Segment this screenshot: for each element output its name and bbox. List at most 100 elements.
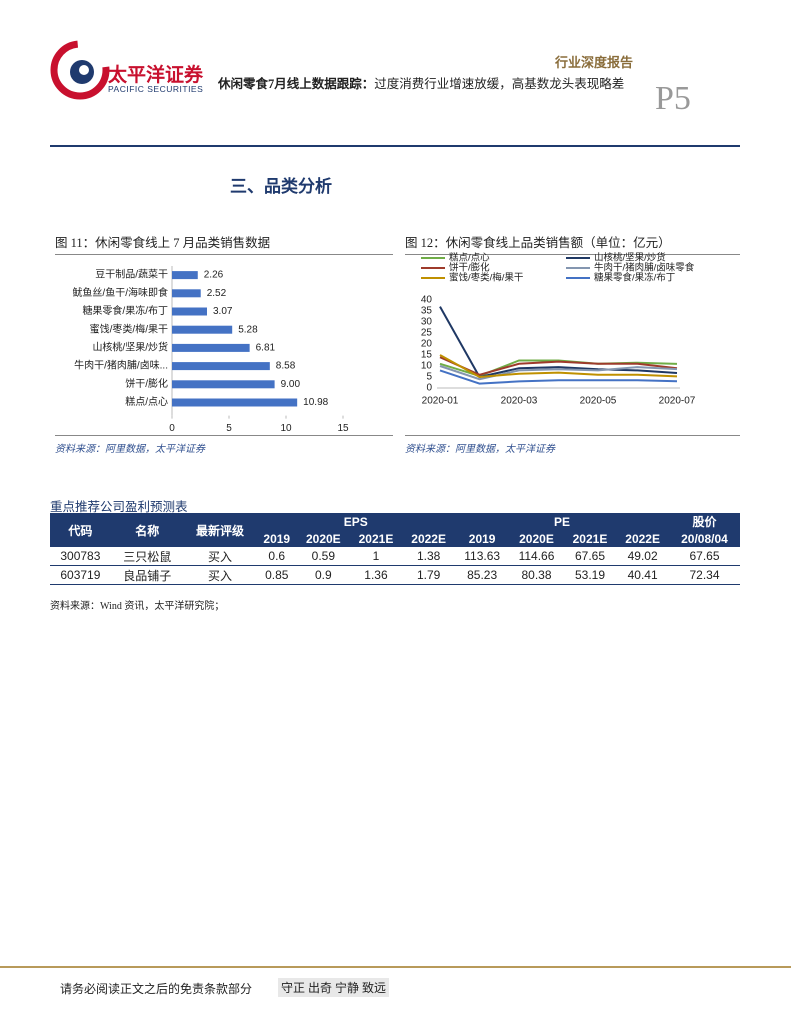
logo-cn: 太平洋证券 [108, 64, 204, 86]
report-title-bold: 休闲零食7月线上数据跟踪： [218, 77, 375, 91]
x-tick-label: 5 [226, 423, 232, 433]
header-rule [50, 145, 740, 147]
header-cell: 最新评级 [183, 513, 257, 547]
legend-label: 牛肉干/猪肉脯/卤味零食 [594, 262, 695, 274]
series-line [439, 354, 678, 379]
x-tick-label: 10 [280, 423, 292, 433]
header-cell: 代码 [50, 513, 111, 547]
y-tick-label: 鱿鱼丝/鱼干/海味即食 [72, 286, 168, 299]
y-tick-label: 35 [421, 306, 433, 317]
footer-disclaimer: 请务必阅读正文之后的免责条款部分 [60, 982, 253, 996]
header-cell: 2022E [402, 530, 455, 547]
value-label: 8.58 [276, 361, 296, 372]
value-label: 2.52 [207, 288, 227, 299]
figure-title: 图 11：休闲零食线上 7 月品类销售数据 [55, 232, 393, 255]
value-label: 6.81 [256, 343, 276, 354]
figure-source: 资料来源：阿里数据，太平洋证券 [55, 435, 393, 455]
table-cell: 114.66 [509, 547, 564, 566]
header-cell: 20/08/04 [668, 530, 740, 547]
bar [172, 398, 298, 407]
table-title: 重点推荐公司盈利预测表 [50, 500, 188, 514]
table-cell: 67.65 [563, 547, 617, 566]
header-cell: 2020E [297, 530, 350, 547]
figure-source: 资料来源：阿里数据，太平洋证券 [405, 435, 740, 455]
header-cell: 2020E [509, 530, 564, 547]
section-title: 三、品类分析 [230, 177, 332, 196]
value-label: 10.98 [303, 397, 328, 408]
bar [172, 289, 201, 298]
logo-ring [50, 40, 110, 100]
value-label: 3.07 [213, 306, 233, 317]
value-label: 9.00 [281, 379, 301, 390]
bar [172, 271, 198, 280]
header-cell: PE [454, 513, 669, 530]
x-tick-label: 2020-01 [422, 396, 459, 407]
legend-label: 饼干/膨化 [449, 262, 490, 274]
y-tick-label: 20 [421, 339, 433, 350]
table-cell: 0.59 [297, 547, 350, 566]
y-tick-label: 糖果零食/果冻/布丁 [82, 304, 168, 317]
bar [172, 307, 207, 316]
report-title: 休闲零食7月线上数据跟踪：过度消费行业增速放缓，高基数龙头表现略差 [218, 74, 648, 94]
table-cell: 49.02 [616, 547, 669, 566]
table-cell: 85.23 [454, 565, 510, 585]
header-cell: 2019 [256, 530, 297, 547]
table-cell: 80.38 [509, 565, 564, 585]
y-tick-label: 15 [421, 350, 433, 361]
header-cell: EPS [256, 513, 455, 530]
table-cell: 1 [349, 547, 403, 566]
logo-dot [79, 65, 89, 75]
header-cell: 2021E [349, 530, 403, 547]
series-line [439, 365, 678, 381]
report-type: 行业深度报告 [555, 55, 634, 70]
logo-mark [50, 40, 110, 100]
table-cell: 1.79 [402, 565, 455, 585]
y-tick-label: 5 [426, 372, 432, 383]
header-cell: 2019 [454, 530, 510, 547]
chart: 0 5 10 15 豆干制品/蔬菜干 2.26 鱿鱼丝/鱼干/海味即食 2.52 糖果零食/果冻… [72, 266, 349, 433]
header-cell: 名称 [110, 513, 184, 547]
value-label: 5.28 [238, 324, 258, 335]
legend-label: 糖果零食/果冻/布丁 [594, 272, 675, 284]
header-cell: 股价 [668, 513, 740, 530]
y-tick-label: 30 [421, 317, 433, 328]
x-tick-label: 0 [169, 423, 175, 433]
table-cell: 53.19 [563, 565, 617, 585]
table-source: 资料来源：Wind 资讯，太平洋研究院； [50, 601, 225, 612]
legend-label: 山核桃/坚果/炒货 [594, 252, 666, 264]
forecast-table: 代码 名称 最新评级 EPS PE 股价 2019 2020E 2021E 2022E 2019 20… [50, 513, 740, 585]
logo-en: PACIFIC SECURITIES [108, 84, 204, 94]
x-tick-label: 2020-03 [501, 396, 538, 407]
page-number: P5 [655, 80, 691, 117]
x-tick-label: 15 [337, 423, 349, 433]
table-cell: 0.9 [297, 565, 350, 585]
table-cell: 1.36 [349, 565, 403, 585]
table-cell: 三只松鼠 [110, 547, 184, 566]
bar [172, 325, 233, 334]
table-cell: 67.65 [668, 547, 740, 566]
y-tick-label: 豆干制品/蔬菜干 [95, 268, 168, 281]
y-tick-label: 10 [421, 361, 433, 372]
bar [172, 362, 270, 371]
bar [172, 343, 250, 352]
header-cell: 2022E [616, 530, 669, 547]
y-tick-label: 饼干/膨化 [125, 377, 168, 390]
report-title-text: 过度消费行业增速放缓，高基数龙头表现略差 [374, 77, 625, 91]
y-tick-label: 牛肉干/猪肉脯/卤味... [74, 359, 168, 372]
table-row: 603719 良品铺子 买入 0.85 0.9 1.36 1.79 85.23 80.38 53.… [50, 565, 740, 585]
legend-label: 糕点/点心 [449, 252, 490, 264]
footer-motto: 守正 出奇 宁静 致远 [278, 978, 390, 997]
series-line [439, 356, 678, 376]
header-row: 2019 2020E 2021E 2022E 2019 2020E 2021E 2022E 20… [50, 530, 740, 547]
table-cell: 良品铺子 [110, 565, 184, 585]
figure-title: 图 12：休闲零食线上品类销售额（单位：亿元） [405, 232, 740, 255]
table-cell: 72.34 [668, 565, 740, 585]
y-tick-label: 40 [421, 295, 433, 306]
table-cell: 0.85 [256, 565, 297, 585]
header-row: 代码 名称 最新评级 EPS PE 股价 [50, 513, 740, 547]
legend-label: 蜜饯/枣类/梅/果干 [449, 272, 523, 284]
y-tick-label: 0 [426, 383, 432, 394]
series-line [439, 369, 678, 385]
